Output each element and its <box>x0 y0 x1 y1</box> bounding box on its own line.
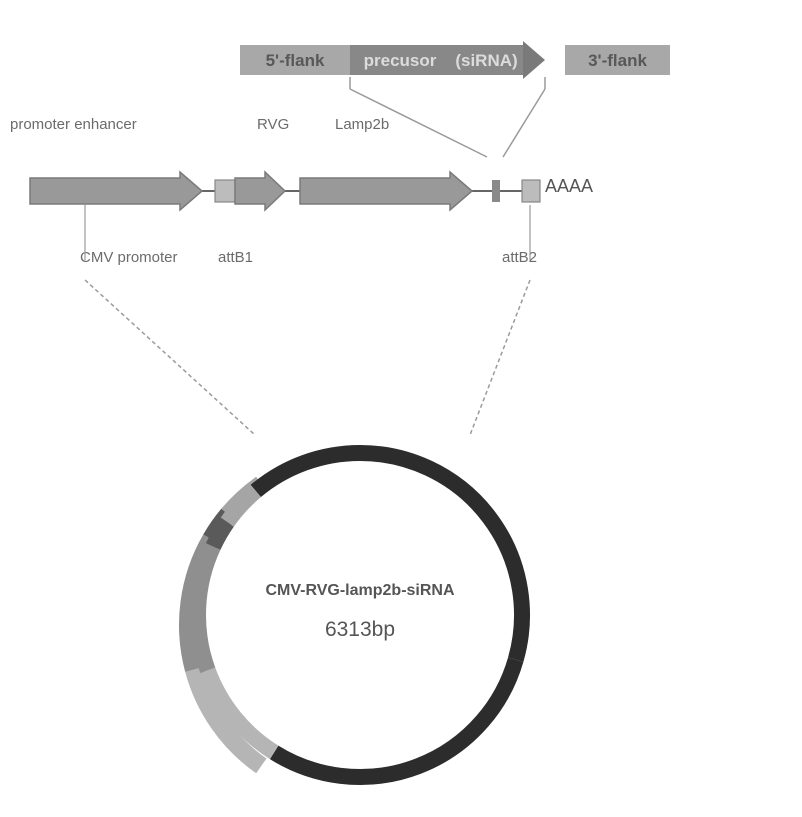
svg-text:precusor: precusor <box>364 51 437 70</box>
svg-text:Lamp2b: Lamp2b <box>335 116 389 133</box>
svg-text:RVG: RVG <box>257 116 289 133</box>
svg-text:AAAA: AAAA <box>545 176 593 196</box>
svg-text:3'-flank: 3'-flank <box>588 51 647 70</box>
diagram-svg: 5'-flank precusor (siRNA) 3'-flank promoter … <box>0 0 802 817</box>
svg-text:attB1: attB1 <box>218 249 253 266</box>
svg-text:attB2: attB2 <box>502 249 537 266</box>
plasmid-size: 6313bp <box>250 618 470 642</box>
svg-text:5'-flank: 5'-flank <box>266 51 325 70</box>
svg-text:(siRNA): (siRNA) <box>455 51 517 70</box>
plasmid-name: CMV-RVG-lamp2b-siRNA <box>250 582 470 600</box>
svg-text:CMV promoter: CMV promoter <box>80 249 178 266</box>
svg-text:promoter enhancer: promoter enhancer <box>10 116 137 133</box>
